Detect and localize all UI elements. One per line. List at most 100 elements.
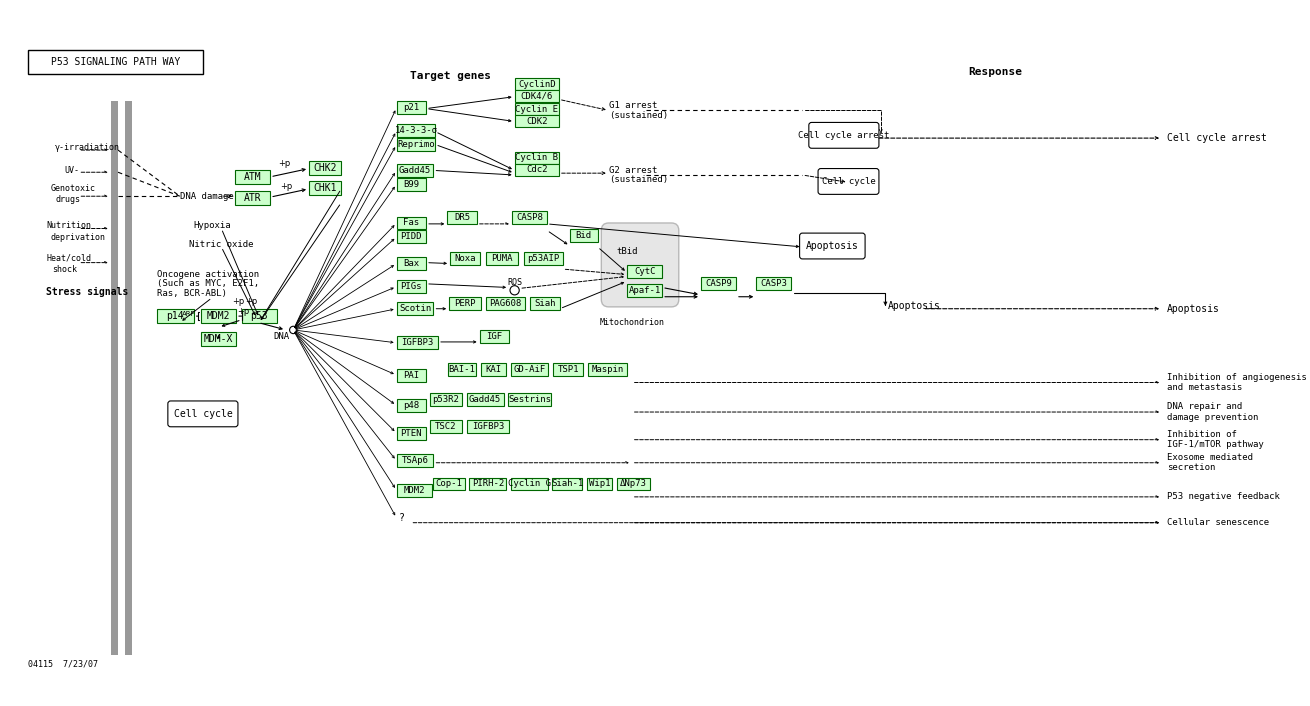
Text: ARF: ARF xyxy=(182,311,195,317)
FancyBboxPatch shape xyxy=(481,363,507,376)
Text: CytC: CytC xyxy=(634,268,655,276)
Text: deprivation: deprivation xyxy=(51,233,106,242)
FancyBboxPatch shape xyxy=(511,477,548,491)
FancyBboxPatch shape xyxy=(397,399,426,412)
FancyBboxPatch shape xyxy=(447,211,477,224)
FancyBboxPatch shape xyxy=(397,455,434,467)
FancyBboxPatch shape xyxy=(236,191,270,205)
Text: Target genes: Target genes xyxy=(410,71,491,81)
Text: ATM: ATM xyxy=(244,172,262,182)
FancyBboxPatch shape xyxy=(570,229,597,242)
Text: P53 negative feedback: P53 negative feedback xyxy=(1167,492,1280,501)
Text: IGFBP3: IGFBP3 xyxy=(472,422,504,431)
Text: Cellular senescence: Cellular senescence xyxy=(1167,518,1269,527)
Text: CASP8: CASP8 xyxy=(516,213,542,222)
FancyBboxPatch shape xyxy=(531,297,559,310)
Text: Heat/cold: Heat/cold xyxy=(46,253,92,263)
FancyBboxPatch shape xyxy=(397,484,431,497)
Text: +p: +p xyxy=(232,297,244,306)
FancyBboxPatch shape xyxy=(588,363,627,376)
FancyBboxPatch shape xyxy=(397,178,426,191)
Text: Siah: Siah xyxy=(534,299,555,308)
Text: shock: shock xyxy=(52,265,77,273)
FancyBboxPatch shape xyxy=(241,309,276,323)
FancyBboxPatch shape xyxy=(397,280,426,293)
FancyBboxPatch shape xyxy=(627,284,662,297)
Text: MDM2: MDM2 xyxy=(403,486,424,495)
FancyBboxPatch shape xyxy=(508,393,550,405)
Text: (Such as MYC, E2F1,: (Such as MYC, E2F1, xyxy=(157,280,259,288)
FancyBboxPatch shape xyxy=(553,477,582,491)
FancyBboxPatch shape xyxy=(397,164,434,176)
Text: CHK2: CHK2 xyxy=(313,163,337,173)
FancyBboxPatch shape xyxy=(430,393,462,405)
Text: IGFBP3: IGFBP3 xyxy=(401,338,434,347)
FancyBboxPatch shape xyxy=(515,152,559,164)
Text: GD-AiF: GD-AiF xyxy=(514,365,545,374)
Text: Gadd45: Gadd45 xyxy=(469,395,502,404)
FancyBboxPatch shape xyxy=(617,477,650,491)
FancyBboxPatch shape xyxy=(512,211,546,224)
Text: Apoptosis: Apoptosis xyxy=(806,241,859,251)
FancyBboxPatch shape xyxy=(466,420,510,433)
Text: CyclinD: CyclinD xyxy=(517,80,555,89)
Text: Cell cycle: Cell cycle xyxy=(173,409,232,419)
FancyBboxPatch shape xyxy=(200,309,236,323)
FancyBboxPatch shape xyxy=(601,223,679,307)
Text: Reprimo: Reprimo xyxy=(397,140,435,149)
FancyBboxPatch shape xyxy=(397,101,426,114)
FancyBboxPatch shape xyxy=(430,420,462,433)
Text: TSP1: TSP1 xyxy=(557,365,579,374)
FancyBboxPatch shape xyxy=(466,393,503,405)
Text: p53AIP: p53AIP xyxy=(527,254,559,263)
Text: Apaf-1: Apaf-1 xyxy=(629,286,660,295)
Text: MDM-X: MDM-X xyxy=(204,334,233,344)
Text: Maspin: Maspin xyxy=(592,365,624,374)
FancyBboxPatch shape xyxy=(397,336,438,349)
FancyBboxPatch shape xyxy=(486,297,525,310)
FancyBboxPatch shape xyxy=(627,265,662,278)
FancyBboxPatch shape xyxy=(449,297,481,310)
Text: Nitric oxide: Nitric oxide xyxy=(189,239,254,249)
FancyBboxPatch shape xyxy=(397,124,435,137)
Text: G1 arrest: G1 arrest xyxy=(609,102,658,110)
FancyBboxPatch shape xyxy=(397,230,426,244)
Text: Response: Response xyxy=(968,66,1022,77)
Text: Ras, BCR-ABL): Ras, BCR-ABL) xyxy=(157,289,227,297)
FancyBboxPatch shape xyxy=(397,138,435,151)
Text: Cdc2: Cdc2 xyxy=(527,165,548,174)
Text: PAG608: PAG608 xyxy=(489,299,521,308)
Text: Cyclin B: Cyclin B xyxy=(515,153,558,162)
Text: CASP9: CASP9 xyxy=(705,280,732,288)
FancyBboxPatch shape xyxy=(515,78,559,90)
FancyBboxPatch shape xyxy=(553,363,583,376)
FancyBboxPatch shape xyxy=(515,103,559,115)
Text: p21: p21 xyxy=(403,103,419,112)
Text: Cell cycle arrest: Cell cycle arrest xyxy=(1167,133,1267,143)
Text: CDK4/6: CDK4/6 xyxy=(520,92,553,101)
FancyBboxPatch shape xyxy=(701,277,736,290)
FancyBboxPatch shape xyxy=(448,363,476,376)
Text: Mitochondrion: Mitochondrion xyxy=(599,318,664,327)
FancyBboxPatch shape xyxy=(434,477,465,491)
FancyBboxPatch shape xyxy=(397,369,426,381)
Text: Genotoxic: Genotoxic xyxy=(51,184,96,193)
Text: Cell cycle: Cell cycle xyxy=(821,177,875,186)
Text: Cyclin E: Cyclin E xyxy=(515,104,558,114)
FancyBboxPatch shape xyxy=(817,169,879,194)
Text: MDM2: MDM2 xyxy=(207,311,231,321)
FancyBboxPatch shape xyxy=(200,332,236,346)
FancyBboxPatch shape xyxy=(515,115,559,127)
Text: TSAp6: TSAp6 xyxy=(402,456,428,465)
Text: Fas: Fas xyxy=(403,218,419,227)
Text: BAI-1: BAI-1 xyxy=(448,365,476,374)
Text: P53 SIGNALING PATH WAY: P53 SIGNALING PATH WAY xyxy=(51,57,179,68)
Text: tBid: tBid xyxy=(616,247,638,256)
Bar xyxy=(110,101,118,654)
Text: Bid: Bid xyxy=(575,232,592,240)
Text: Hypoxia: Hypoxia xyxy=(194,221,232,230)
FancyBboxPatch shape xyxy=(808,122,879,148)
Text: PTEN: PTEN xyxy=(401,429,422,438)
Text: (sustained): (sustained) xyxy=(609,175,668,184)
Text: 14-3-3-σ: 14-3-3-σ xyxy=(394,126,438,136)
